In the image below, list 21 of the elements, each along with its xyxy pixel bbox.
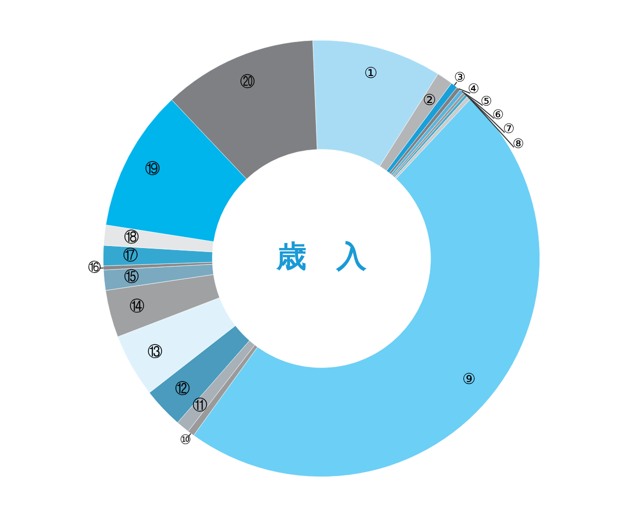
slice-label: ② bbox=[422, 90, 436, 109]
slice-label: ⑲ bbox=[144, 159, 160, 178]
slice-label: ⑧ bbox=[512, 137, 524, 152]
slice-label: ⑳ bbox=[240, 72, 255, 90]
slice-label: ⑪ bbox=[192, 396, 208, 414]
slice-label: ④ bbox=[468, 82, 480, 97]
slice-label: ① bbox=[364, 64, 378, 82]
text: 歳 入 bbox=[276, 239, 368, 274]
slice-label: ⑫ bbox=[175, 379, 190, 398]
slice-label: ⑮ bbox=[124, 267, 139, 286]
slice-label: ⑨ bbox=[462, 370, 476, 388]
slice-label: ⑯ bbox=[88, 260, 101, 276]
slice-label: ⑱ bbox=[124, 228, 140, 246]
slice-label: ⑦ bbox=[502, 122, 515, 138]
slice-label: ⑰ bbox=[123, 246, 138, 264]
slice-label: ⑬ bbox=[148, 342, 163, 360]
slice-label: ③ bbox=[454, 70, 466, 86]
slice-label: ⑤ bbox=[480, 94, 492, 110]
slice-label: ⑥ bbox=[492, 108, 504, 123]
slice-label: ⑩ bbox=[180, 432, 192, 448]
slice-label: ⑭ bbox=[129, 296, 144, 315]
